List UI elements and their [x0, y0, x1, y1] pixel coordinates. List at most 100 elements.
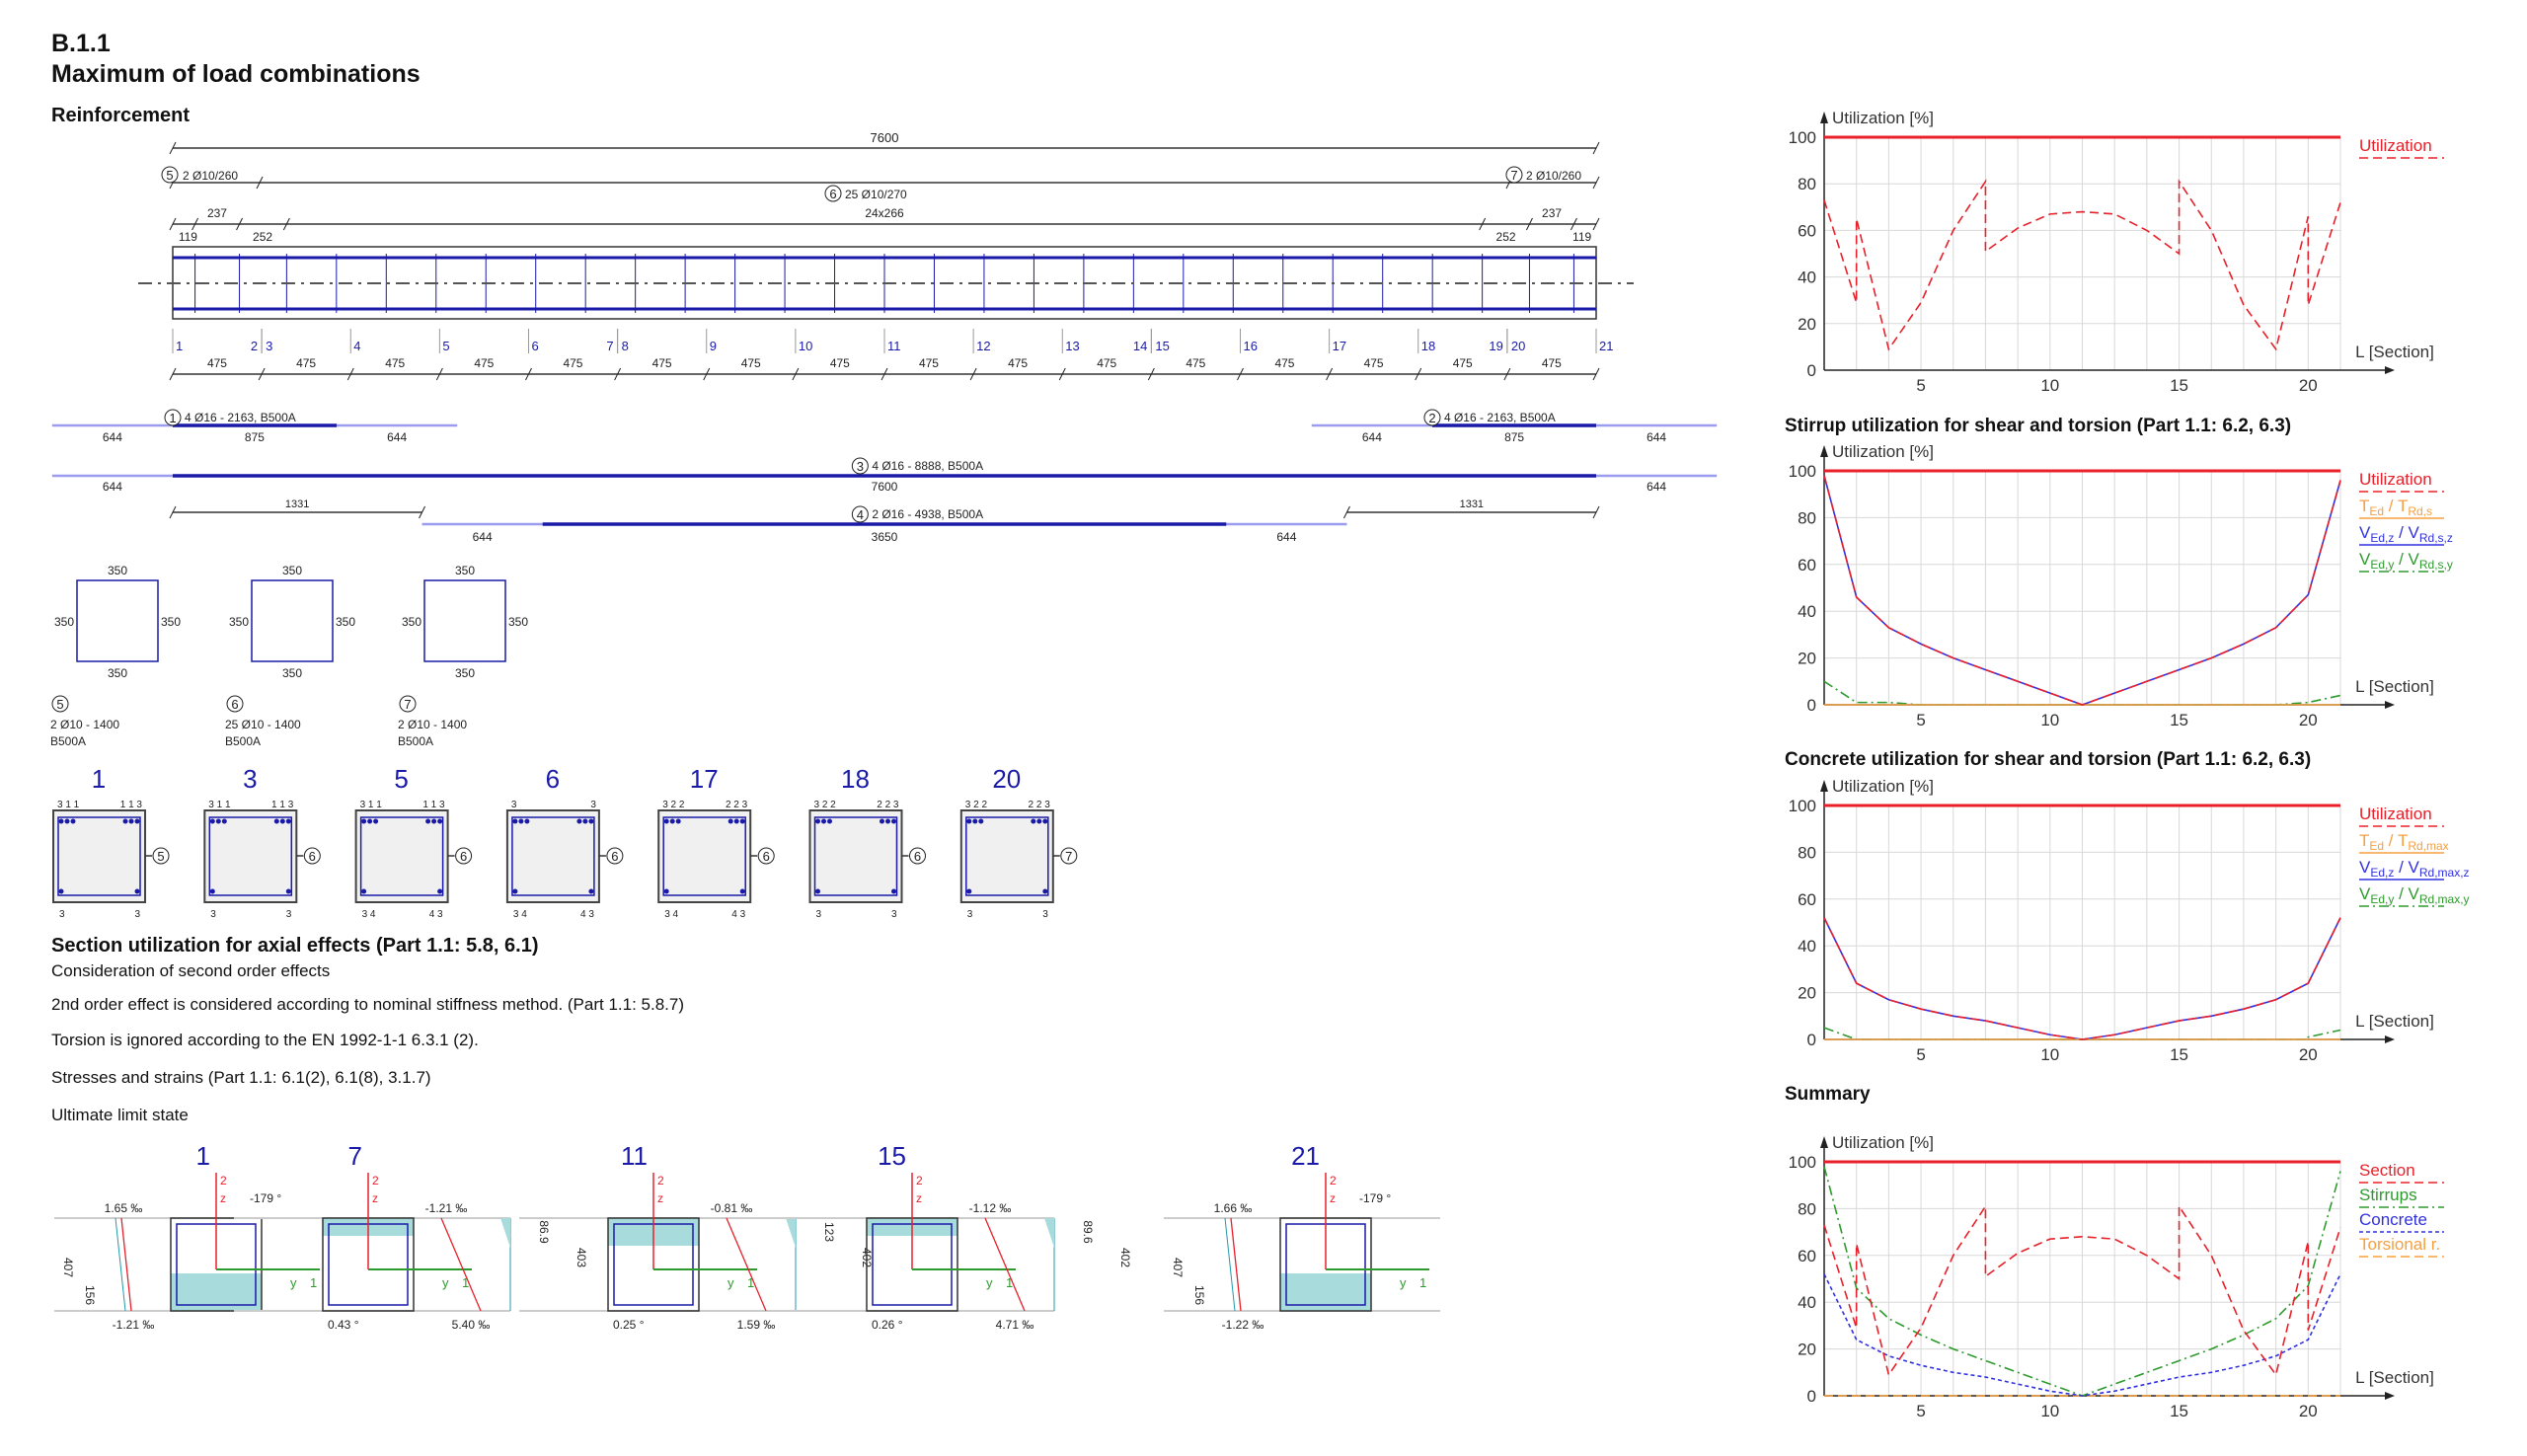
chart-1: Stirrup utilization for shear and torsio… [1785, 416, 2453, 729]
stirrup-shape: 350 350 350 350 7 2 Ø10 - 1400 B500A [398, 564, 528, 748]
dimension-tick [1592, 367, 1600, 381]
rebar [367, 818, 373, 824]
y-axis-label: Utilization [%] [1832, 1133, 1934, 1152]
bar-position-label: 3 [210, 909, 216, 920]
bar-dim: 7600 [872, 480, 898, 494]
stirrup-dim: 350 [455, 666, 475, 680]
section-number: 7 [348, 1141, 362, 1171]
axis-label: y [442, 1275, 449, 1290]
y-tick-label: 20 [1798, 650, 1816, 668]
x-tick-label: 15 [2170, 1045, 2188, 1064]
dimension-tick [435, 367, 443, 381]
stress-block [786, 1218, 796, 1248]
axis-label: 2 [916, 1174, 923, 1188]
rebar [58, 888, 64, 894]
rebar [972, 818, 978, 824]
dimension-tick [1526, 217, 1533, 231]
mark-number: 1 [169, 411, 176, 425]
legend-entry: VEd,z / VRd,s,z [2359, 523, 2453, 545]
rebar [821, 818, 826, 824]
spacing-label: 252 [253, 230, 272, 244]
strain-label: 1.59 ‰ [737, 1318, 776, 1332]
y-tick-label: 100 [1789, 1153, 1816, 1172]
rebar [285, 818, 291, 824]
stirrup-dim: 350 [229, 615, 249, 629]
total-length-label: 7600 [871, 130, 899, 145]
strain-label: 5.40 ‰ [452, 1318, 491, 1332]
x-tick-label: 20 [2299, 376, 2318, 395]
bar-position-label: 2 2 3 [877, 800, 899, 810]
bar-position-label: 3 2 2 [965, 800, 988, 810]
axis-label: y [1400, 1275, 1407, 1290]
segment-length: 475 [1364, 356, 1384, 370]
x-axis-label: L [Section] [2355, 1012, 2434, 1031]
legend-text: V [2359, 858, 2371, 877]
stirrup-outline [76, 579, 159, 662]
dimension-tick [256, 176, 264, 190]
section-number: 15 [878, 1141, 906, 1171]
y-tick-label: 80 [1798, 843, 1816, 862]
stirrup-dim: 350 [161, 615, 181, 629]
stirrup-outline [662, 816, 746, 896]
mark-number: 7 [1065, 849, 1072, 864]
y-tick-label: 20 [1798, 1341, 1816, 1359]
dimension-tick [1237, 367, 1244, 381]
spacing-label: 237 [207, 206, 227, 220]
dimension-tick [881, 367, 888, 381]
strain-label: -1.21 ‰ [425, 1201, 468, 1215]
dimension-label: 403 [574, 1248, 588, 1267]
dimension-tick [1343, 505, 1350, 519]
axial-line: Torsion is ignored according to the EN 1… [51, 1031, 479, 1049]
strain-line [440, 1217, 482, 1312]
rebar [588, 888, 594, 894]
y-axis-label: Utilization [%] [1832, 777, 1934, 796]
y-tick-label: 60 [1798, 556, 1816, 575]
legend-text: T [2359, 497, 2369, 515]
dimension-tick [169, 367, 177, 381]
cross-section: 17 3 2 2 2 2 3 3 4 4 3 6 [657, 764, 775, 920]
mark-number: 4 [857, 507, 864, 522]
cross-section-number: 6 [546, 764, 560, 794]
dimension-label: 402 [1118, 1248, 1132, 1267]
section-number: 10 [799, 339, 812, 353]
legend-text: / V [2394, 884, 2419, 903]
rebar [285, 888, 291, 894]
chart-title: Summary [1785, 1084, 1871, 1105]
section-number: 5 [442, 339, 449, 353]
dimension-tick [1592, 176, 1600, 190]
axial-line: Consideration of second order effects [51, 961, 331, 980]
dimension-label: 407 [61, 1258, 75, 1277]
stirrup-outline [423, 579, 506, 662]
rebar [361, 818, 367, 824]
strain-line [1230, 1217, 1242, 1312]
dimension-tick [969, 367, 977, 381]
segment-length: 475 [1274, 356, 1294, 370]
section-number: 9 [710, 339, 717, 353]
legend-subscript: Rd,max,y [2419, 892, 2470, 906]
dimension-tick [191, 217, 199, 231]
stress-block [1044, 1218, 1054, 1248]
chart-2: Concrete utilization for shear and torsi… [1785, 749, 2470, 1064]
legend-entry: Torsional r. [2359, 1235, 2440, 1254]
rebar [739, 818, 745, 824]
y-axis-label: Utilization [%] [1832, 109, 1934, 127]
rebar [64, 818, 70, 824]
stirrup-outline [965, 816, 1049, 896]
rebar [273, 818, 279, 824]
dimension-tick [1592, 217, 1600, 231]
dimension-tick [169, 141, 177, 155]
bar-position-label: 1 1 3 [271, 800, 294, 810]
stirrup-dim: 350 [402, 615, 421, 629]
bar-position-label: 3 4 [513, 909, 527, 920]
spacing-label: 119 [1572, 230, 1591, 244]
bar-position-label: 2 2 3 [726, 800, 748, 810]
legend-text: Section [2359, 1161, 2415, 1180]
legend-subscript: Rd,s [2408, 504, 2432, 518]
y-tick-label: 100 [1789, 797, 1816, 815]
legend-text: Utilization [2359, 805, 2432, 823]
mark-number: 3 [857, 459, 864, 474]
x-axis-arrow [2385, 1392, 2395, 1400]
stirrup-outline [511, 816, 595, 896]
